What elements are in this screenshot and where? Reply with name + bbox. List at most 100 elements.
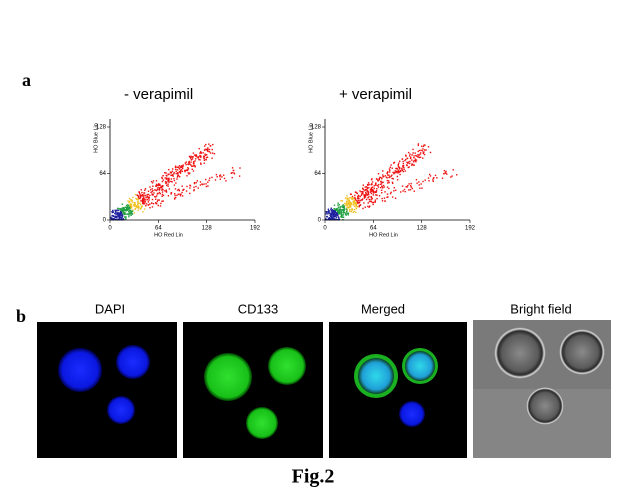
scatter-dot [119, 216, 121, 218]
scatter-dot [114, 209, 116, 211]
scatter-dot [367, 193, 369, 196]
scatter-dot [199, 152, 201, 154]
scatter-dot [370, 195, 372, 198]
scatter-dot [121, 203, 124, 205]
scatter-dot [412, 152, 414, 154]
scatter-dot [356, 201, 359, 203]
scatter-dot [165, 174, 167, 177]
scatter-dot [123, 206, 125, 209]
scatter-dot [205, 143, 207, 146]
scatter-dot [182, 189, 184, 191]
scatter-dot [347, 214, 350, 216]
scatter-dot [346, 213, 349, 215]
scatter-dot [390, 191, 392, 194]
scatter-dot [382, 175, 385, 178]
scatter-dot [139, 208, 142, 210]
scatter-dot [161, 193, 164, 196]
scatter-dot [200, 162, 202, 164]
scatter-dot [114, 212, 116, 215]
scatter-dot [417, 150, 419, 153]
scatter-dot [365, 186, 368, 188]
scatter-dot [173, 171, 175, 174]
scatter-dot [402, 160, 404, 163]
x-tick-label: 0 [108, 226, 112, 232]
x-tick-label: 128 [417, 226, 428, 232]
scatter-dot [137, 203, 139, 205]
scatter-dot [167, 173, 169, 176]
scatter-dot [371, 183, 373, 186]
scatter-dot [391, 174, 393, 176]
scatter-dot [128, 201, 131, 203]
scatter-dot [156, 184, 158, 186]
scatter-dot [207, 181, 209, 183]
scatter-dot [397, 172, 399, 174]
micrograph-bright-field [473, 320, 611, 458]
scatter-dot [198, 158, 200, 161]
scatter-dot [190, 159, 193, 161]
scatter-dot [345, 214, 347, 216]
scatter-dot [233, 173, 236, 175]
scatter-dot [142, 197, 145, 200]
scatter-dot [166, 184, 168, 187]
scatter-dot [381, 185, 383, 188]
scatter-dot [325, 211, 328, 213]
scatter-dot [408, 155, 411, 157]
scatter-dot [143, 192, 146, 194]
scatter-dot [117, 215, 120, 218]
scatter-dot [131, 212, 133, 215]
scatter-dot [333, 213, 335, 215]
scatter-dot [355, 204, 358, 207]
scatter-dot [193, 163, 195, 165]
scatter-dot [350, 196, 352, 199]
scatter-dot [121, 207, 123, 209]
scatter-dot [152, 180, 155, 182]
scatter-dot [199, 151, 202, 153]
scatter-dot [186, 175, 188, 177]
scatter-dot [117, 213, 119, 216]
scatter-dot [411, 187, 414, 190]
scatter-dot [413, 160, 415, 162]
scatter-dot [423, 144, 425, 146]
scatter-dot [373, 192, 375, 194]
scatter-dot [137, 205, 140, 207]
scatter-dot [367, 205, 369, 208]
scatter-dot [401, 168, 403, 170]
scatter-dot [134, 205, 136, 208]
scatter-dot [138, 197, 140, 200]
scatter-dot [154, 198, 157, 201]
scatter-dot [362, 192, 364, 194]
scatter-dot [154, 196, 156, 198]
scatter-dot [121, 208, 123, 210]
scatter-dot [192, 165, 194, 167]
scatter-dot [331, 214, 333, 216]
scatter-dot [339, 207, 341, 209]
scatter-dot [364, 196, 367, 198]
scatter-dot [381, 197, 383, 200]
scatter-dot [187, 167, 189, 169]
scatter-dot [203, 149, 206, 151]
y-axis-label: HO Blue Lin [308, 123, 314, 153]
scatter-dot [165, 178, 168, 180]
scatter-dot [326, 215, 329, 218]
scatter-dot [177, 175, 179, 177]
scatter-dot [404, 159, 406, 162]
scatter-dot [404, 154, 407, 156]
scatter-dot [357, 195, 360, 197]
micrograph-merged [329, 322, 467, 458]
scatter-dot [332, 215, 334, 217]
scatter-dot [239, 167, 241, 169]
scatter-dot [354, 208, 356, 211]
scatter-dot [334, 212, 336, 214]
scatter-dot [159, 186, 162, 189]
scatter-dot [112, 210, 114, 213]
scatter-dot [193, 186, 195, 188]
scatter-dot [363, 194, 365, 196]
scatter-dot [339, 212, 342, 214]
scatter-dot [399, 173, 401, 176]
scatter-dot [410, 182, 412, 185]
scatter-dot [149, 206, 151, 209]
scatter-dot [362, 184, 365, 186]
scatter-dot [124, 212, 126, 215]
scatter-dot [401, 167, 403, 170]
scatter-dot [369, 200, 372, 203]
